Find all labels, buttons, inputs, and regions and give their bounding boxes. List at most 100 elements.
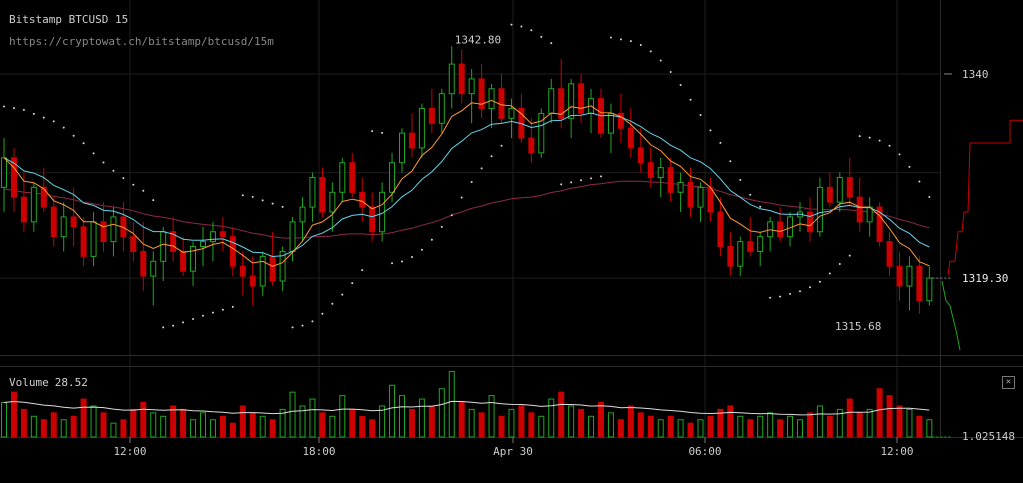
sar-dot bbox=[679, 84, 682, 87]
sar-dot bbox=[858, 135, 861, 138]
sar-dot bbox=[868, 136, 871, 139]
volume-bar bbox=[617, 419, 624, 438]
sar-dot bbox=[12, 107, 15, 110]
sar-dot bbox=[291, 326, 294, 329]
sar-dot bbox=[848, 254, 851, 257]
candle-body bbox=[717, 211, 724, 248]
volume-bar bbox=[518, 405, 525, 438]
sar-dot bbox=[729, 160, 732, 163]
sar-dot bbox=[649, 50, 652, 53]
candle-body bbox=[319, 177, 326, 213]
volume-bar bbox=[160, 415, 167, 438]
sar-dot bbox=[779, 295, 782, 298]
volume-bar bbox=[806, 412, 813, 438]
volume-bar bbox=[110, 422, 117, 438]
candle-body bbox=[558, 88, 565, 119]
candle-body bbox=[578, 83, 585, 114]
candle-body bbox=[1, 157, 7, 188]
candle-body bbox=[389, 162, 396, 193]
candle-body bbox=[70, 216, 77, 228]
volume-bar bbox=[339, 395, 346, 438]
candle-body bbox=[627, 127, 634, 149]
candle-body bbox=[309, 177, 316, 208]
volume-bar bbox=[229, 422, 236, 438]
candle-body bbox=[160, 231, 167, 262]
high-annotation: 1342.80 bbox=[455, 33, 501, 46]
candle-body bbox=[548, 88, 555, 114]
volume-bar bbox=[448, 370, 455, 438]
candle-body bbox=[647, 162, 654, 178]
volume-average-line bbox=[3, 400, 930, 416]
volume-label: Volume bbox=[9, 376, 49, 389]
volume-bar bbox=[319, 412, 326, 438]
candle-body bbox=[399, 132, 405, 164]
candle-body bbox=[617, 112, 624, 129]
volume-bar bbox=[846, 398, 853, 438]
candle-body bbox=[329, 191, 336, 213]
volume-bar bbox=[856, 412, 863, 438]
volume-bar bbox=[767, 412, 774, 438]
sar-dot bbox=[142, 189, 145, 192]
candle-body bbox=[747, 241, 754, 252]
sar-dot bbox=[420, 248, 423, 251]
sar-dot bbox=[132, 183, 135, 186]
candle-body bbox=[806, 211, 813, 233]
sar-dot bbox=[82, 142, 85, 145]
sar-dot bbox=[550, 42, 553, 45]
candle-body bbox=[488, 88, 495, 109]
sar-dot bbox=[192, 317, 195, 320]
volume-bar bbox=[299, 405, 306, 438]
candle-body bbox=[239, 265, 246, 277]
sar-dot bbox=[152, 199, 155, 202]
sar-dot bbox=[908, 165, 911, 168]
sar-dot bbox=[122, 177, 125, 180]
candle-body bbox=[498, 88, 505, 119]
candle-body bbox=[190, 246, 197, 272]
volume-bar bbox=[289, 391, 296, 438]
sar-dot bbox=[629, 40, 632, 43]
sar-dot bbox=[480, 167, 483, 170]
candle-body bbox=[607, 112, 614, 134]
sar-dot bbox=[271, 202, 274, 205]
volume-bar bbox=[886, 395, 893, 438]
candle-body bbox=[180, 250, 187, 272]
volume-bar bbox=[588, 415, 595, 438]
volume-axis-label: 1.025148 bbox=[962, 430, 1015, 443]
sar-dot bbox=[112, 169, 115, 172]
volume-bar bbox=[647, 415, 654, 438]
volume-bar bbox=[259, 415, 266, 438]
last-price-label: 1319.30 bbox=[962, 272, 1008, 285]
close-icon[interactable]: ✕ bbox=[1002, 376, 1015, 389]
sar-dot bbox=[799, 290, 801, 293]
volume-bar bbox=[926, 419, 933, 438]
sar-dot bbox=[371, 130, 374, 133]
candle-body bbox=[20, 196, 27, 223]
candle-body bbox=[299, 206, 306, 223]
sar-dot bbox=[669, 70, 672, 73]
volume-bar bbox=[906, 408, 913, 438]
sar-dot bbox=[301, 324, 304, 327]
candle-body bbox=[697, 186, 704, 208]
sar-dot bbox=[22, 108, 25, 111]
volume-bar bbox=[20, 408, 27, 438]
volume-bar bbox=[170, 405, 177, 438]
volume-bar bbox=[578, 408, 585, 438]
candle-body bbox=[438, 93, 445, 124]
sar-dot bbox=[828, 272, 831, 275]
candle-body bbox=[249, 275, 256, 287]
candle-body bbox=[50, 206, 57, 238]
sar-dot bbox=[32, 112, 35, 115]
volume-bar bbox=[359, 415, 366, 438]
volume-bar bbox=[787, 415, 794, 438]
sar-dot bbox=[689, 98, 692, 101]
fast-average-line bbox=[3, 99, 930, 267]
candle-body bbox=[926, 277, 933, 302]
chart-url[interactable]: https://cryptowat.ch/bitstamp/btcusd/15m bbox=[9, 35, 274, 48]
candle-body bbox=[289, 221, 296, 252]
sar-dot bbox=[202, 314, 204, 317]
candle-body bbox=[359, 191, 366, 208]
sar-dot bbox=[699, 114, 702, 117]
mid-average-line bbox=[3, 112, 930, 258]
volume-bar bbox=[309, 398, 316, 438]
